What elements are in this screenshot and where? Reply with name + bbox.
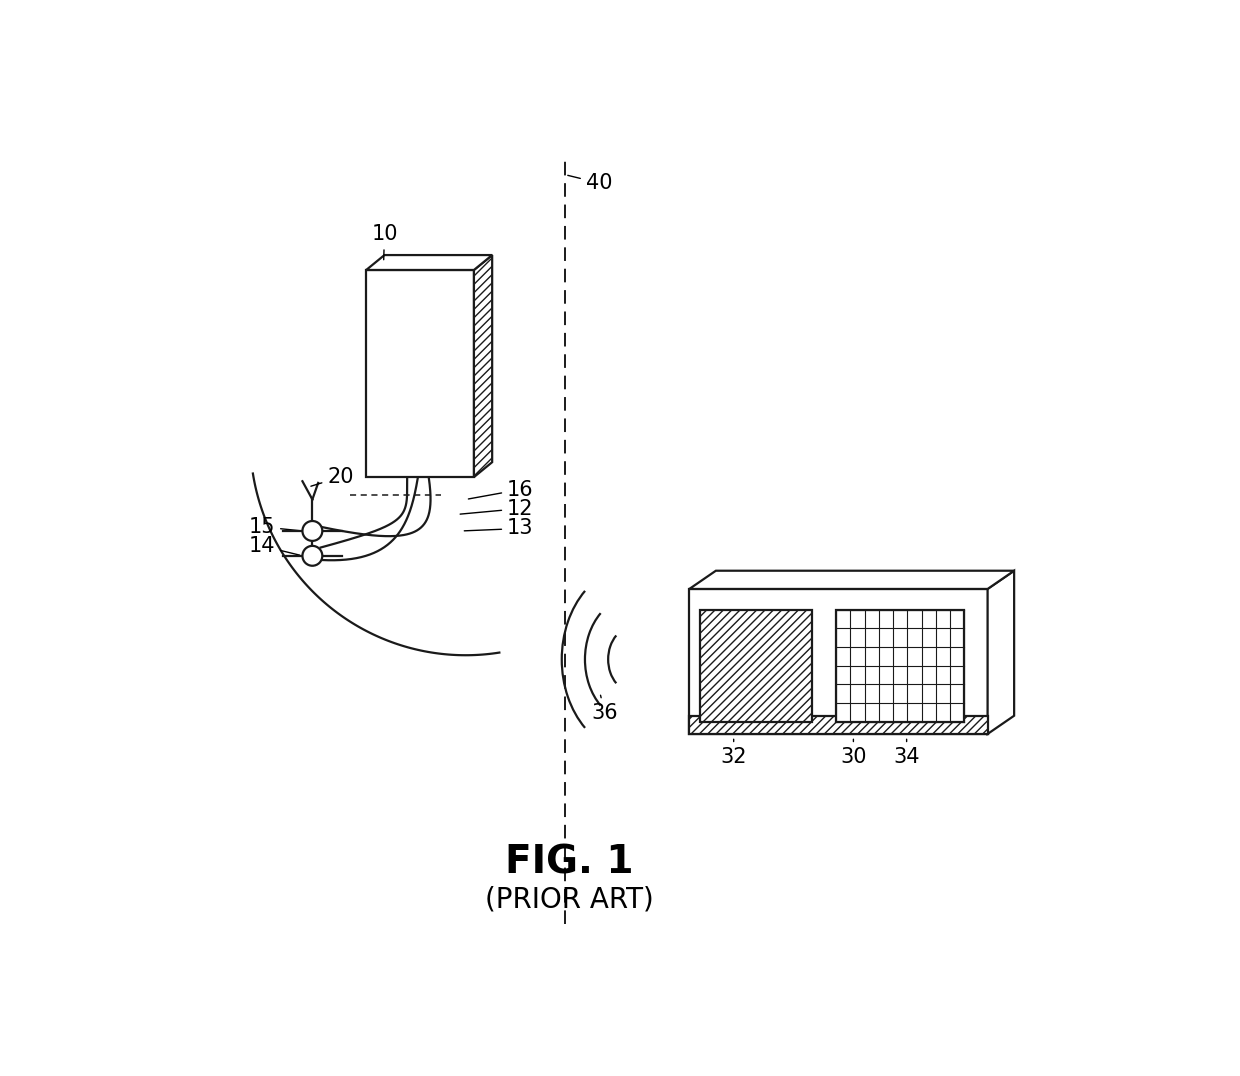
Bar <box>689 716 987 734</box>
Text: 14: 14 <box>248 536 300 556</box>
Text: 32: 32 <box>720 739 746 767</box>
Text: 34: 34 <box>893 739 920 767</box>
Bar <box>836 610 965 722</box>
Text: (PRIOR ART): (PRIOR ART) <box>485 886 653 914</box>
Bar <box>701 610 812 722</box>
Circle shape <box>303 521 322 541</box>
Text: 13: 13 <box>464 519 533 538</box>
Text: 20: 20 <box>311 467 353 487</box>
Polygon shape <box>689 570 1014 589</box>
Circle shape <box>303 546 322 566</box>
Text: 36: 36 <box>591 695 619 723</box>
Text: FIG. 1: FIG. 1 <box>505 844 634 881</box>
Text: 10: 10 <box>371 224 398 259</box>
Polygon shape <box>366 255 492 270</box>
Polygon shape <box>474 255 492 477</box>
Bar <box>366 270 474 477</box>
Text: 15: 15 <box>248 516 300 537</box>
Text: 40: 40 <box>568 173 613 193</box>
Text: 12: 12 <box>460 498 533 519</box>
Polygon shape <box>987 570 1014 734</box>
Text: 30: 30 <box>841 739 867 767</box>
Text: 16: 16 <box>469 480 533 499</box>
Bar <box>689 589 987 734</box>
